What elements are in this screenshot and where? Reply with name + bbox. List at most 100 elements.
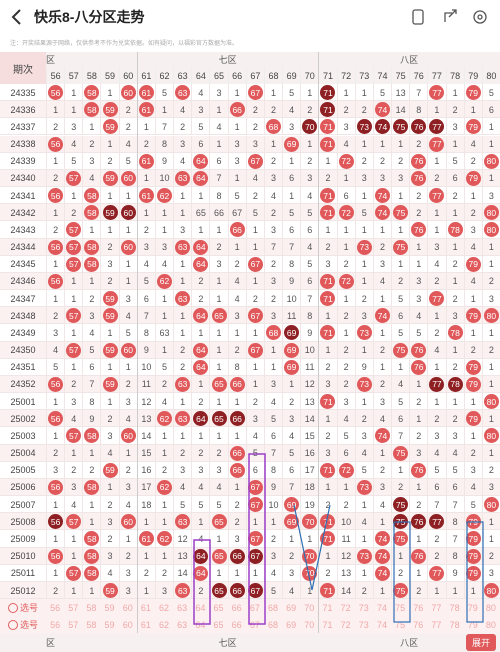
pick-number[interactable]: 71 bbox=[322, 619, 333, 630]
miss-count: 2 bbox=[270, 533, 276, 544]
pick-number[interactable]: 66 bbox=[231, 619, 242, 630]
trend-cell: 6 bbox=[282, 461, 300, 479]
pick-number[interactable]: 73 bbox=[358, 602, 369, 613]
pick-number[interactable]: 58 bbox=[86, 602, 97, 613]
hit-number: 79 bbox=[465, 119, 481, 135]
miss-count: 5 bbox=[71, 156, 77, 167]
trend-cell: 5 bbox=[336, 427, 355, 445]
pick-number[interactable]: 79 bbox=[467, 619, 478, 630]
pick-number[interactable]: 59 bbox=[104, 619, 115, 630]
pick-number[interactable]: 75 bbox=[395, 602, 406, 613]
icon-settings[interactable] bbox=[472, 9, 488, 25]
icon-phone[interactable] bbox=[410, 9, 426, 25]
pick-number[interactable]: 58 bbox=[86, 619, 97, 630]
pick-number[interactable]: 69 bbox=[286, 619, 297, 630]
pick-number[interactable]: 60 bbox=[122, 619, 133, 630]
miss-count: 5 bbox=[89, 345, 95, 356]
miss-count: 1 bbox=[343, 327, 349, 338]
pick-number[interactable]: 78 bbox=[449, 602, 460, 613]
period: 24335 bbox=[10, 87, 36, 98]
trend-cell: 2 bbox=[100, 272, 118, 291]
pick-number[interactable]: 60 bbox=[122, 602, 133, 613]
pick-number[interactable]: 59 bbox=[104, 602, 115, 613]
miss-count: 2 bbox=[107, 533, 113, 544]
pick-number[interactable]: 57 bbox=[68, 619, 79, 630]
miss-count: 4 bbox=[198, 533, 204, 544]
pick-number[interactable]: 72 bbox=[340, 619, 351, 630]
pick-label[interactable]: 选号 bbox=[0, 599, 46, 616]
miss-count: 1 bbox=[71, 448, 77, 459]
miss-count: 4 bbox=[452, 448, 458, 459]
pick-number[interactable]: 65 bbox=[213, 602, 224, 613]
trend-cell: 2 bbox=[118, 375, 137, 394]
trend-cell: 65 bbox=[209, 410, 227, 428]
miss-count: 2 bbox=[343, 104, 349, 115]
miss-count: 2 bbox=[343, 310, 349, 321]
pick-number[interactable]: 63 bbox=[177, 602, 188, 613]
pick-number[interactable]: 61 bbox=[140, 619, 151, 630]
pick-number[interactable]: 74 bbox=[376, 602, 387, 613]
pick-number[interactable]: 77 bbox=[431, 602, 442, 613]
pick-number[interactable]: 62 bbox=[159, 619, 170, 630]
pick-number[interactable]: 79 bbox=[467, 602, 478, 613]
pick-number[interactable]: 65 bbox=[213, 619, 224, 630]
miss-count: 2 bbox=[252, 190, 258, 201]
pick-number[interactable]: 64 bbox=[195, 619, 206, 630]
pick-number[interactable]: 76 bbox=[413, 602, 424, 613]
trend-cell: 73 bbox=[354, 478, 373, 497]
pick-number[interactable]: 64 bbox=[195, 602, 206, 613]
pick-number[interactable]: 76 bbox=[413, 619, 424, 630]
pick-number[interactable]: 68 bbox=[267, 619, 278, 630]
pick-number[interactable]: 71 bbox=[322, 602, 333, 613]
trend-cell: 4 bbox=[173, 152, 191, 170]
back-button[interactable] bbox=[10, 8, 24, 26]
miss-count: 2 bbox=[416, 207, 422, 218]
pick-number[interactable]: 66 bbox=[231, 602, 242, 613]
pick-number[interactable]: 56 bbox=[50, 602, 61, 613]
miss-count: 1 bbox=[307, 585, 313, 596]
trend-cell: 3 bbox=[263, 547, 282, 565]
trend-cell: 78 bbox=[445, 375, 464, 394]
pick-number[interactable]: 72 bbox=[340, 602, 351, 613]
trend-cell: 2 bbox=[409, 204, 427, 222]
pick-number[interactable]: 70 bbox=[304, 619, 315, 630]
icon-share[interactable] bbox=[442, 9, 458, 25]
pick-number[interactable]: 61 bbox=[140, 602, 151, 613]
miss-count: 2 bbox=[252, 121, 258, 132]
pick-number[interactable]: 62 bbox=[159, 602, 170, 613]
pick-number[interactable]: 73 bbox=[358, 619, 369, 630]
trend-cell: 2 bbox=[481, 547, 500, 565]
pick-number[interactable]: 67 bbox=[249, 602, 260, 613]
miss-count: 1 bbox=[53, 259, 59, 270]
pick-label[interactable]: 选号 bbox=[0, 616, 46, 633]
pick-number[interactable]: 74 bbox=[376, 619, 387, 630]
pick-number[interactable]: 57 bbox=[68, 602, 79, 613]
pick-number[interactable]: 63 bbox=[177, 619, 188, 630]
pick-number[interactable]: 67 bbox=[249, 619, 260, 630]
trend-cell: 7 bbox=[154, 118, 173, 136]
trend-cell: 10 bbox=[282, 290, 300, 308]
pick-number[interactable]: 69 bbox=[286, 602, 297, 613]
pick-number[interactable]: 77 bbox=[431, 619, 442, 630]
pick-number[interactable]: 78 bbox=[449, 619, 460, 630]
trend-cell: 3 bbox=[409, 290, 427, 308]
trend-cell: 1 bbox=[245, 564, 264, 582]
pick-number[interactable]: 80 bbox=[485, 602, 496, 613]
pick-number[interactable]: 68 bbox=[267, 602, 278, 613]
miss-count: 2 bbox=[307, 156, 313, 167]
trend-cell: 5 bbox=[245, 204, 264, 222]
trend-cell: 1 bbox=[64, 547, 82, 565]
pick-number[interactable]: 70 bbox=[304, 602, 315, 613]
expand-button[interactable]: 展开 bbox=[466, 634, 496, 651]
miss-count: 11 bbox=[305, 362, 315, 373]
trend-cell: 3 bbox=[209, 84, 227, 102]
pick-number[interactable]: 75 bbox=[395, 619, 406, 630]
miss-count: 1 bbox=[270, 87, 276, 98]
trend-cell: 1 bbox=[245, 221, 264, 239]
trend-cell: 3 bbox=[409, 272, 427, 291]
miss-count: 13 bbox=[141, 413, 152, 424]
pick-number[interactable]: 80 bbox=[485, 619, 496, 630]
pick-number[interactable]: 56 bbox=[50, 619, 61, 630]
trend-cell: 3 bbox=[372, 478, 391, 497]
miss-count: 1 bbox=[71, 104, 77, 115]
